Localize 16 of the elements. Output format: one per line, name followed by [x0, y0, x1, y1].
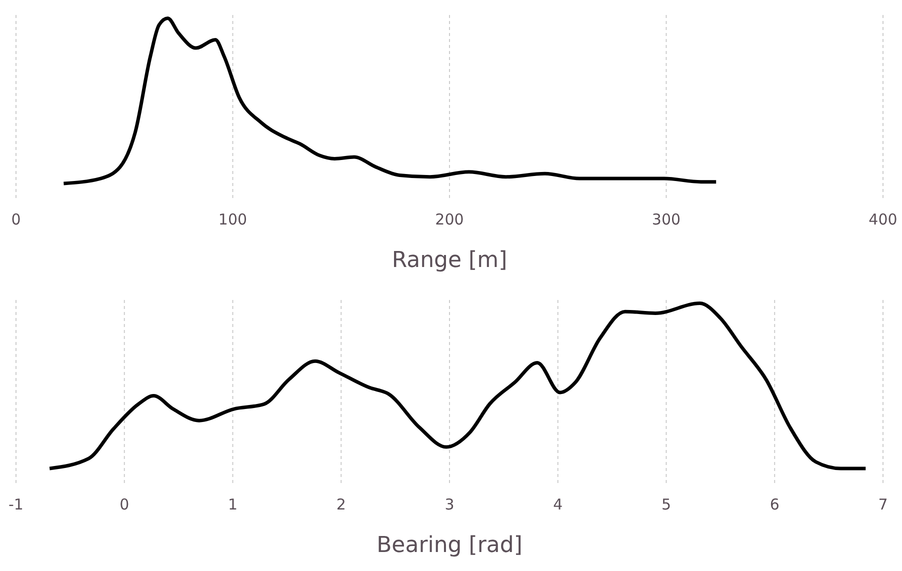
x-tick-label: 5 [661, 496, 672, 514]
x-axis-title: Range [m] [392, 248, 508, 273]
x-tick-label: 2 [336, 496, 346, 514]
x-tick-label: 1 [228, 496, 238, 514]
x-tick-label: 400 [868, 210, 898, 229]
x-tick-label: 6 [770, 496, 780, 514]
x-axis-title: Bearing [rad] [376, 533, 522, 558]
x-tick-label: 200 [435, 210, 464, 229]
x-tick-label: 0 [120, 496, 130, 514]
x-tick-label: 3 [444, 496, 454, 514]
x-tick-label: 0 [11, 210, 21, 229]
x-tick-label: 4 [553, 496, 563, 514]
x-tick-label: -1 [8, 496, 24, 514]
x-tick-label: 100 [218, 210, 248, 229]
x-tick-label: 7 [878, 496, 888, 514]
x-tick-label: 300 [652, 210, 681, 229]
